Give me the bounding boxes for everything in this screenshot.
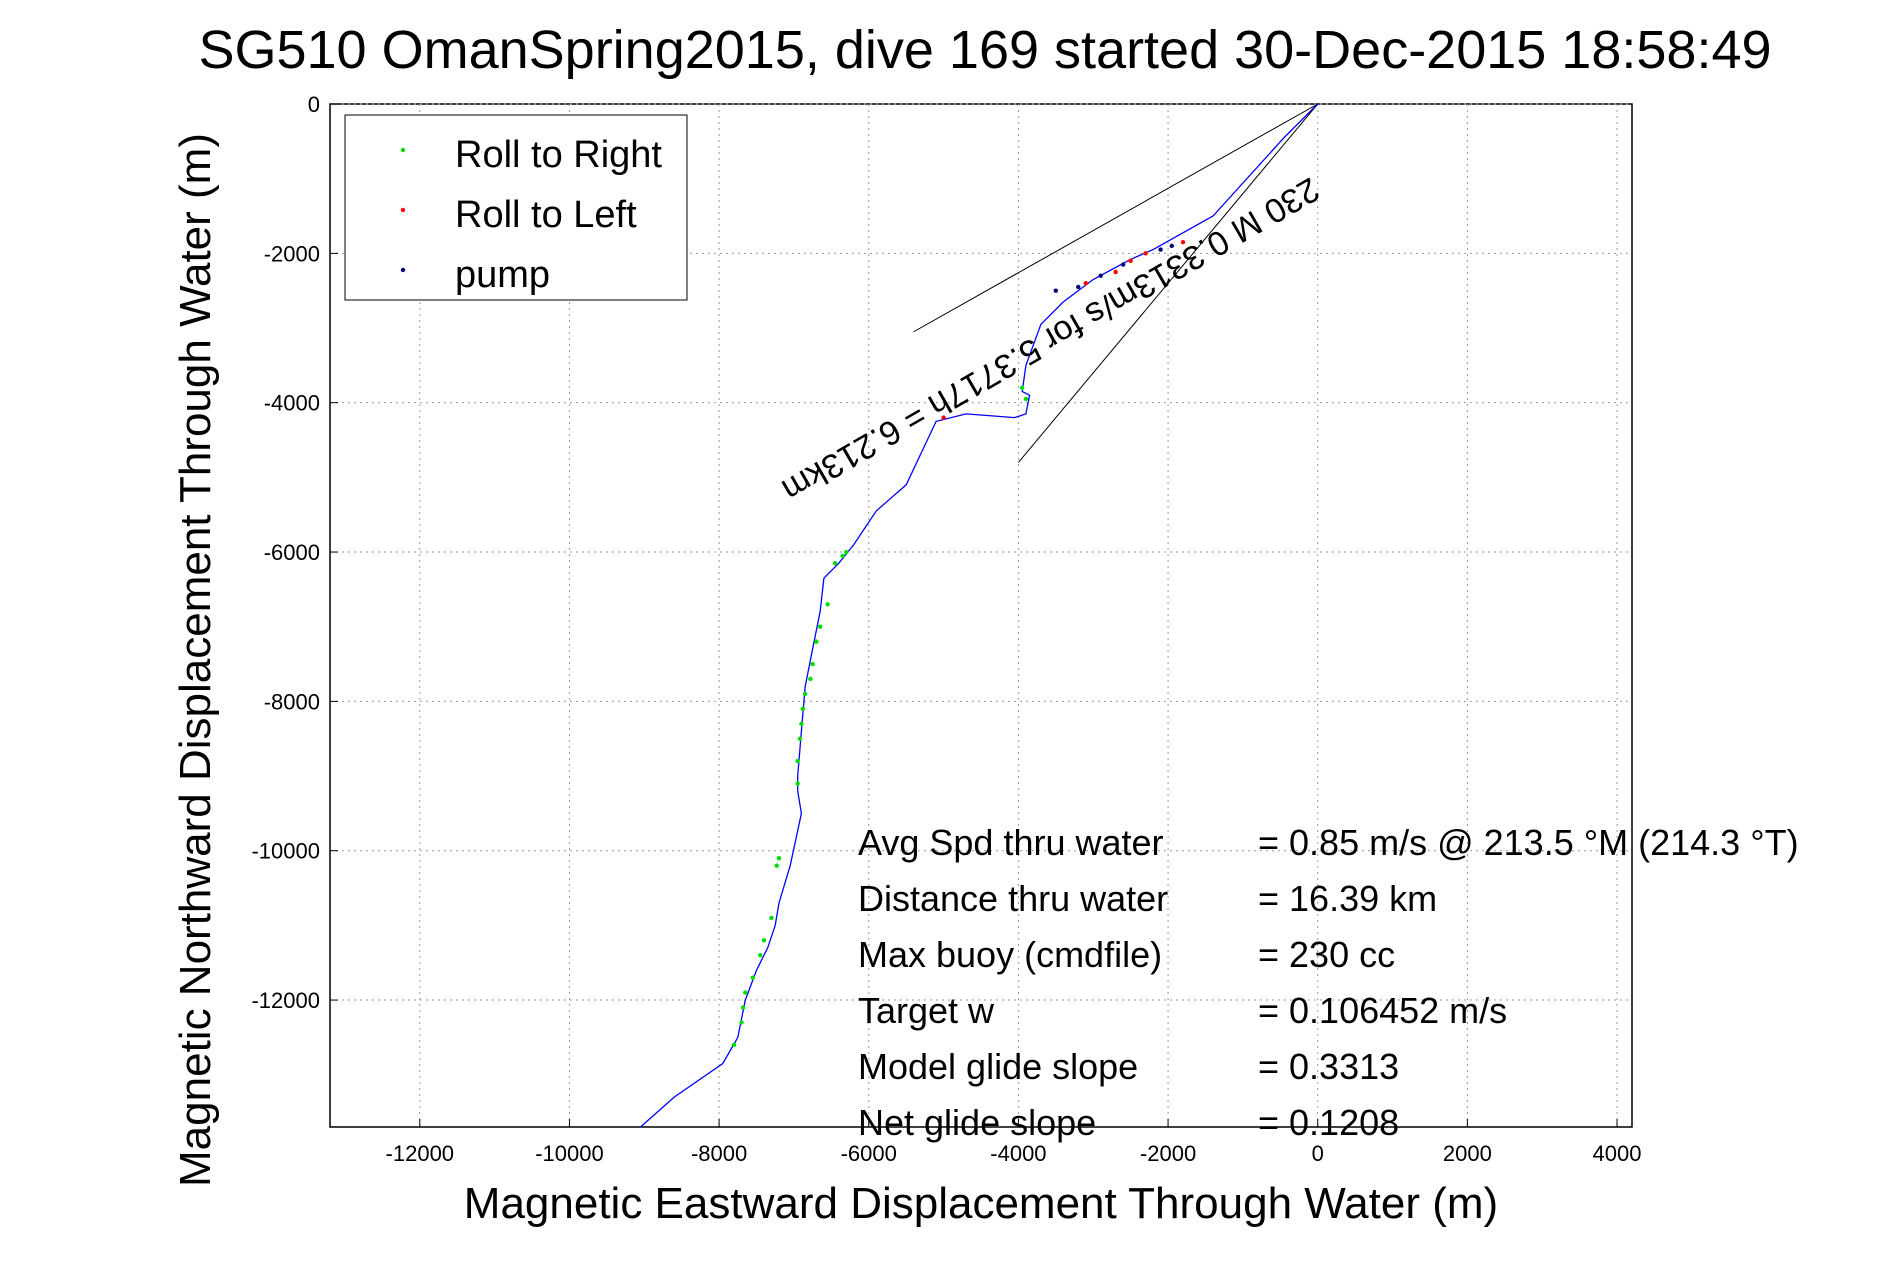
x-tick-label: -2000 bbox=[1140, 1141, 1196, 1166]
y-tick-label: -4000 bbox=[264, 391, 320, 416]
roll-right-point bbox=[817, 624, 823, 629]
y-tick-label: -2000 bbox=[264, 241, 320, 266]
y-axis-label: Magnetic Northward Displacement Through … bbox=[171, 133, 220, 1187]
stat-value: = 0.1208 bbox=[1258, 1102, 1399, 1143]
guide-lines bbox=[913, 103, 1319, 463]
roll-right-point bbox=[740, 1005, 746, 1010]
roll-right-point bbox=[750, 975, 755, 980]
roll-right-point bbox=[739, 1020, 744, 1025]
roll-right-point bbox=[800, 706, 806, 712]
stat-label: Max buoy (cmdfile) bbox=[858, 934, 1162, 975]
x-tick-label: -10000 bbox=[535, 1141, 604, 1166]
roll-left-point bbox=[1128, 258, 1133, 264]
y-tick-label: -8000 bbox=[264, 689, 320, 714]
roll-right-point bbox=[774, 863, 779, 868]
glider-track-line bbox=[640, 103, 1319, 1128]
roll-right-point bbox=[825, 602, 830, 607]
y-tick-label: -12000 bbox=[251, 988, 320, 1013]
legend-label: Roll to Left bbox=[455, 194, 637, 236]
roll-left-point bbox=[1113, 269, 1118, 275]
x-tick-label: 2000 bbox=[1443, 1141, 1492, 1166]
chart-title: SG510 OmanSpring2015, dive 169 started 3… bbox=[198, 20, 1771, 80]
roll-right-point bbox=[844, 549, 849, 555]
grid bbox=[330, 103, 1632, 1127]
x-tick-label: -6000 bbox=[841, 1141, 897, 1166]
stat-value: = 0.106452 m/s bbox=[1258, 990, 1507, 1031]
stat-label: Avg Spd thru water bbox=[858, 822, 1164, 863]
guide-line bbox=[913, 103, 1318, 333]
legend-label: Roll to Right bbox=[455, 134, 662, 176]
roll-left-point bbox=[1143, 251, 1148, 256]
legend: Roll to Right Roll to Left pump bbox=[344, 114, 688, 301]
stat-value: = 0.85 m/s @ 213.5 °M (214.3 °T) bbox=[1258, 822, 1799, 863]
x-tick-label: 4000 bbox=[1593, 1141, 1642, 1166]
stat-label: Net glide slope bbox=[858, 1102, 1096, 1143]
roll-right-point bbox=[802, 691, 808, 697]
roll-right-point bbox=[808, 676, 813, 682]
roll-right-point bbox=[795, 781, 800, 786]
track-layer bbox=[640, 103, 1319, 1128]
pump-point bbox=[1120, 262, 1126, 267]
guide-line bbox=[1018, 103, 1319, 463]
x-axis-label: Magnetic Eastward Displacement Through W… bbox=[464, 1179, 1498, 1228]
roll-right-point bbox=[799, 721, 804, 726]
legend-marker bbox=[400, 267, 406, 273]
roll-left-point bbox=[941, 415, 946, 420]
pump-point bbox=[1076, 284, 1081, 290]
y-tick-label: -6000 bbox=[264, 540, 320, 565]
y-tick-label: 0 bbox=[308, 92, 320, 117]
roll-right-point bbox=[832, 561, 838, 566]
pump-point bbox=[1053, 288, 1059, 293]
roll-right-point bbox=[743, 990, 748, 995]
pump-point bbox=[1158, 247, 1163, 252]
roll-right-point bbox=[731, 1042, 737, 1048]
x-tick-label: -4000 bbox=[990, 1141, 1046, 1166]
stat-value: = 230 cc bbox=[1258, 934, 1395, 975]
roll-right-point bbox=[814, 639, 819, 644]
pump-point bbox=[1169, 243, 1175, 249]
stat-label: Distance thru water bbox=[858, 878, 1168, 919]
roll-right-point bbox=[1023, 396, 1029, 402]
roll-right-point bbox=[810, 661, 815, 667]
marker-layer bbox=[731, 239, 1186, 1048]
roll-right-point bbox=[761, 938, 767, 943]
roll-right-point bbox=[1019, 385, 1025, 390]
x-tick-label: -8000 bbox=[691, 1141, 747, 1166]
axis-ticks: -12000 -10000 -8000 -6000 -4000 -2000 0 2000 400… bbox=[251, 92, 1641, 1166]
stats-block: Avg Spd thru water = 0.85 m/s @ 213.5 °M … bbox=[858, 822, 1799, 1143]
pump-point bbox=[1098, 273, 1103, 278]
legend-label: pump bbox=[455, 254, 550, 296]
stat-value: = 0.3313 bbox=[1258, 1046, 1399, 1087]
y-tick-label: -10000 bbox=[251, 839, 320, 864]
stat-label: Target w bbox=[858, 990, 995, 1031]
roll-left-point bbox=[1180, 239, 1186, 245]
roll-right-point bbox=[758, 953, 763, 958]
roll-right-point bbox=[776, 855, 782, 861]
roll-right-point bbox=[797, 736, 803, 741]
x-tick-label: -12000 bbox=[386, 1141, 455, 1166]
roll-left-point bbox=[1083, 281, 1088, 286]
roll-right-point bbox=[795, 758, 800, 764]
legend-marker bbox=[400, 147, 406, 153]
x-tick-label: 0 bbox=[1312, 1141, 1324, 1166]
stat-label: Model glide slope bbox=[858, 1046, 1138, 1087]
legend-marker bbox=[400, 207, 406, 213]
stat-value: = 16.39 km bbox=[1258, 878, 1437, 919]
roll-right-point bbox=[840, 553, 845, 558]
roll-right-point bbox=[769, 915, 774, 921]
